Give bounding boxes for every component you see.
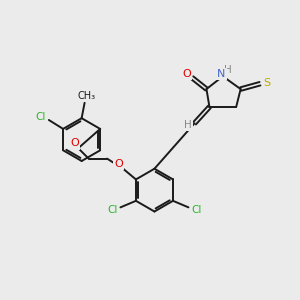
Text: O: O — [70, 139, 79, 148]
Text: Cl: Cl — [107, 205, 117, 215]
Text: H: H — [224, 65, 232, 75]
Text: N: N — [217, 69, 226, 79]
Text: CH₃: CH₃ — [77, 91, 95, 101]
Text: Cl: Cl — [35, 112, 46, 122]
Text: H: H — [184, 120, 192, 130]
Text: O: O — [115, 159, 123, 169]
Text: S: S — [263, 77, 270, 88]
Text: O: O — [182, 69, 191, 79]
Text: Cl: Cl — [192, 205, 202, 215]
